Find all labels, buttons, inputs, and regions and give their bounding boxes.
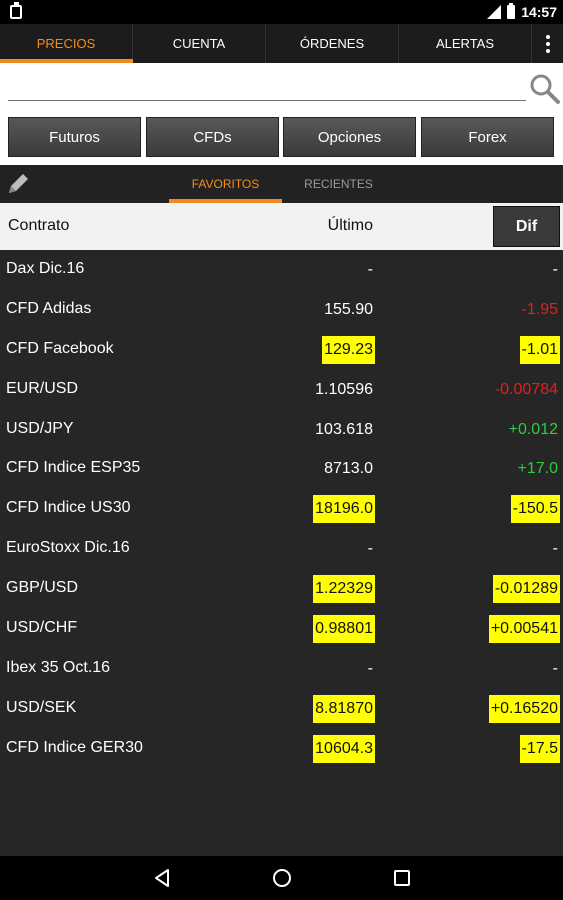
battery-icon — [507, 3, 516, 19]
back-icon[interactable] — [154, 868, 170, 888]
column-header-contract[interactable]: Contrato — [8, 217, 70, 234]
clock: 14:57 — [521, 4, 557, 20]
contract-name: CFD Adidas — [6, 299, 92, 317]
contract-name: EuroStoxx Dic.16 — [6, 539, 130, 557]
pencil-icon[interactable] — [6, 172, 32, 196]
notification-icon — [10, 2, 22, 19]
last-price: 8.81870 — [313, 694, 375, 723]
price-change: -17.5 — [519, 734, 560, 763]
table-row[interactable]: EuroStoxx Dic.16 - - — [0, 529, 563, 569]
main-tab-bar: PRECIOS CUENTA ÓRDENES ALERTAS — [0, 24, 563, 63]
last-price: 18196.0 — [313, 495, 375, 524]
overflow-menu-icon[interactable] — [532, 24, 563, 63]
last-price: 10604.3 — [313, 734, 375, 763]
contract-name: USD/SEK — [6, 698, 77, 716]
search-icon[interactable] — [528, 72, 562, 106]
table-row[interactable]: USD/SEK 8.81870 +0.16520 — [0, 689, 563, 729]
recents-icon[interactable] — [394, 870, 410, 886]
table-row[interactable]: CFD Facebook 129.23 -1.01 — [0, 330, 563, 370]
contract-name: USD/CHF — [6, 619, 78, 637]
forex-button[interactable]: Forex — [421, 117, 554, 157]
search-input[interactable] — [8, 73, 526, 101]
contract-name: CFD Facebook — [6, 339, 114, 357]
contract-name: CFD Indice US30 — [6, 499, 131, 517]
price-change: +0.16520 — [488, 694, 560, 723]
last-price: 155.90 — [324, 300, 373, 318]
last-price: 1.10596 — [315, 380, 373, 398]
tab-cuenta[interactable]: CUENTA — [133, 24, 266, 63]
contract-name: CFD Indice ESP35 — [6, 459, 141, 477]
table-row[interactable]: Dax Dic.16 - - — [0, 250, 563, 290]
price-change: -1.95 — [521, 300, 558, 318]
table-row[interactable]: USD/JPY 103.618 +0.012 — [0, 410, 563, 450]
column-header-dif-button[interactable]: Dif — [493, 206, 560, 247]
table-header: Contrato Último Dif — [0, 203, 563, 250]
contract-name: USD/JPY — [6, 419, 74, 437]
contract-name: CFD Indice GER30 — [6, 738, 143, 756]
tab-favoritos[interactable]: FAVORITOS — [169, 165, 282, 203]
price-change: - — [552, 261, 558, 278]
home-icon[interactable] — [273, 869, 291, 887]
tab-recientes[interactable]: RECIENTES — [304, 177, 373, 191]
list-tab-bar: FAVORITOS RECIENTES — [0, 165, 563, 203]
contract-name: EUR/USD — [6, 379, 79, 397]
quotes-list: Dax Dic.16 - - CFD Adidas 155.90 -1.95 C… — [0, 250, 563, 769]
system-nav-bar — [0, 856, 563, 900]
last-price: 0.98801 — [313, 615, 375, 644]
last-price: 129.23 — [322, 335, 375, 364]
price-change: +0.00541 — [488, 615, 560, 644]
last-price: 1.22329 — [313, 575, 375, 604]
table-row[interactable]: USD/CHF 0.98801 +0.00541 — [0, 609, 563, 649]
tab-alertas[interactable]: ALERTAS — [399, 24, 532, 63]
price-change: -1.01 — [519, 335, 560, 364]
column-header-last[interactable]: Último — [327, 217, 373, 234]
table-row[interactable]: CFD Indice US30 18196.0 -150.5 — [0, 489, 563, 529]
last-price: 8713.0 — [324, 460, 373, 478]
table-row[interactable]: GBP/USD 1.22329 -0.01289 — [0, 569, 563, 609]
tab-ordenes[interactable]: ÓRDENES — [266, 24, 399, 63]
contract-name: GBP/USD — [6, 579, 79, 597]
last-price: - — [367, 659, 373, 677]
signal-icon — [487, 5, 502, 19]
status-bar: 14:57 — [0, 0, 563, 24]
category-bar: Futuros CFDs Opciones Forex — [0, 109, 563, 165]
tab-precios[interactable]: PRECIOS — [0, 24, 133, 63]
table-row[interactable]: CFD Adidas 155.90 -1.95 — [0, 290, 563, 330]
contract-name: Ibex 35 Oct.16 — [6, 658, 111, 676]
search-bar — [0, 63, 563, 109]
cfds-button[interactable]: CFDs — [146, 117, 279, 157]
price-change: -0.00784 — [494, 380, 558, 398]
price-change: - — [552, 659, 558, 677]
table-row[interactable]: Ibex 35 Oct.16 - - — [0, 649, 563, 689]
contract-name: Dax Dic.16 — [6, 260, 85, 277]
table-row[interactable]: CFD Indice GER30 10604.3 -17.5 — [0, 729, 563, 769]
price-change: -0.01289 — [492, 575, 560, 604]
last-price: - — [367, 261, 373, 278]
table-row[interactable]: CFD Indice ESP35 8713.0 +17.0 — [0, 449, 563, 489]
price-change: -150.5 — [510, 495, 560, 524]
price-change: - — [552, 540, 558, 558]
price-change: +0.012 — [508, 420, 558, 438]
futuros-button[interactable]: Futuros — [8, 117, 141, 157]
status-icons: 14:57 — [487, 3, 557, 21]
price-change: +17.0 — [517, 460, 558, 478]
table-row[interactable]: EUR/USD 1.10596 -0.00784 — [0, 370, 563, 410]
last-price: - — [367, 540, 373, 558]
last-price: 103.618 — [315, 420, 373, 438]
opciones-button[interactable]: Opciones — [283, 117, 416, 157]
